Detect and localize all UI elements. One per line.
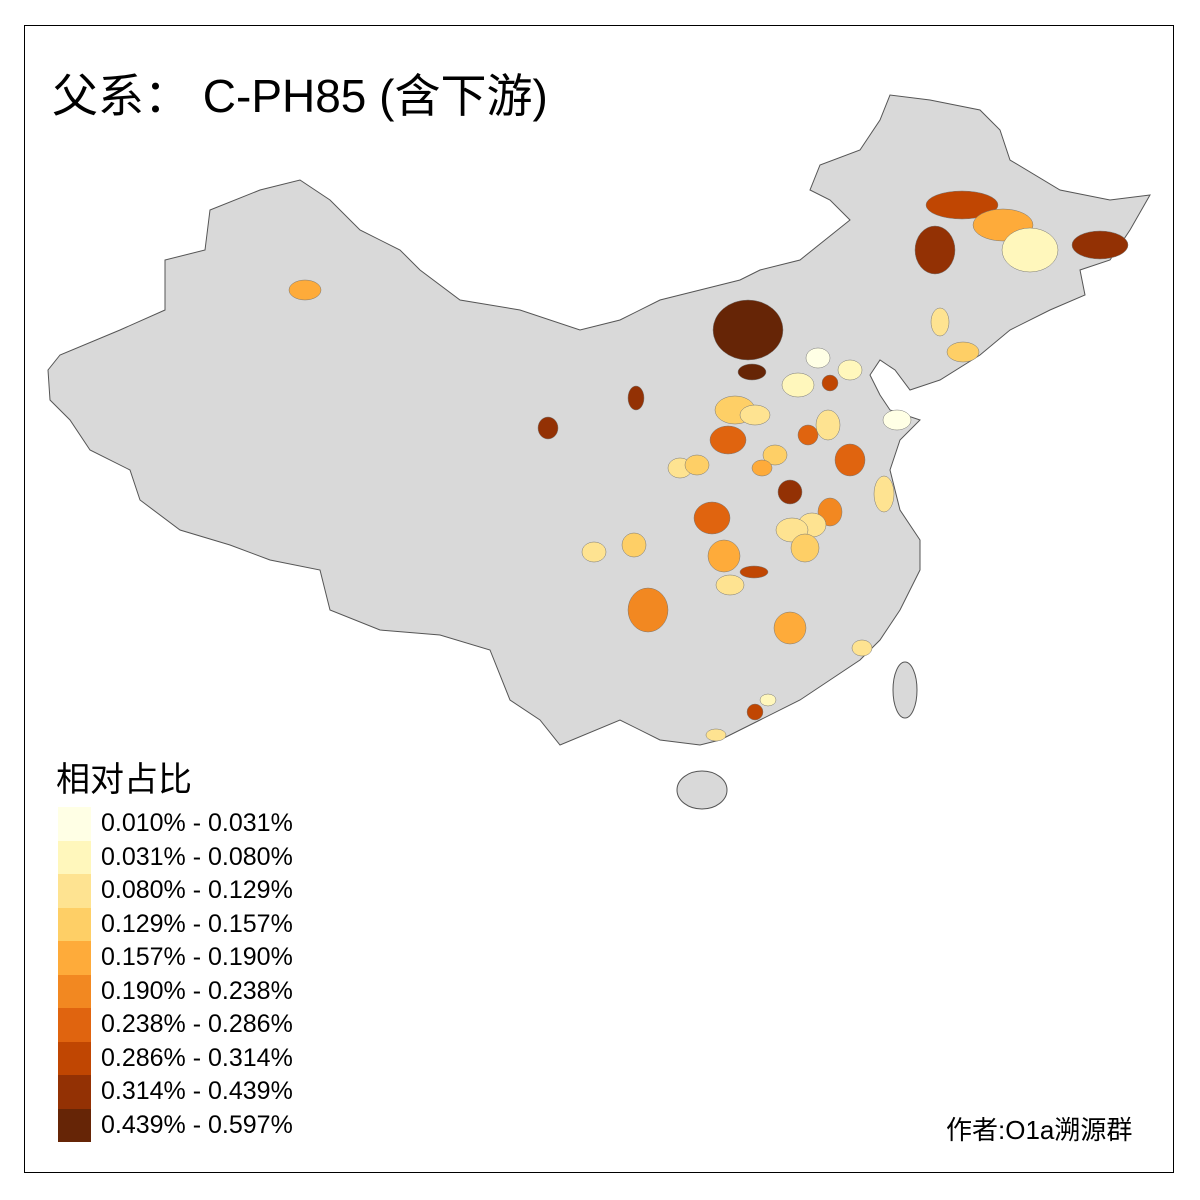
- legend-label: 0.439% - 0.597%: [101, 1110, 293, 1139]
- figure-frame: [24, 25, 1174, 1173]
- legend-label: 0.314% - 0.439%: [101, 1077, 293, 1105]
- region-highlight: [684, 454, 710, 476]
- region-highlight: [705, 728, 727, 742]
- region-highlight: [715, 574, 745, 596]
- region-highlight: [781, 372, 815, 398]
- region-highlight: [627, 587, 669, 633]
- region-layer: [288, 190, 1129, 742]
- region-highlight: [805, 347, 831, 369]
- region-highlight: [882, 409, 912, 431]
- legend-swatch: [58, 807, 91, 841]
- region-highlight: [946, 341, 980, 363]
- author-credit: 作者:O1a溯源群: [946, 1115, 1133, 1145]
- legend-label: 0.129% - 0.157%: [101, 909, 293, 938]
- taiwan: [892, 661, 918, 719]
- region-highlight: [627, 385, 645, 411]
- region-highlight: [851, 639, 873, 657]
- legend-swatch: [58, 840, 91, 874]
- region-highlight: [797, 424, 819, 446]
- region-highlight: [739, 565, 769, 579]
- region-highlight: [739, 404, 771, 426]
- region-highlight: [925, 190, 999, 220]
- legend-swatch: [58, 974, 91, 1008]
- legend-swatch: [58, 1108, 91, 1142]
- hainan: [676, 770, 728, 810]
- region-highlight: [914, 225, 956, 275]
- region-highlight: [693, 501, 731, 535]
- region-highlight: [837, 359, 863, 381]
- region-highlight: [737, 363, 767, 381]
- legend-label: 0.238% - 0.286%: [101, 1010, 293, 1038]
- legend-label: 0.031% - 0.080%: [101, 842, 293, 871]
- legend-label: 0.010% - 0.031%: [101, 809, 293, 837]
- legend-swatch: [58, 907, 91, 941]
- region-highlight: [1001, 227, 1059, 273]
- chart-title: 父系： C-PH85 (含下游): [52, 70, 548, 122]
- legend-swatch: [58, 1008, 91, 1042]
- region-highlight: [773, 611, 807, 645]
- region-highlight: [581, 541, 607, 563]
- china-mainland: [47, 94, 1151, 746]
- region-highlight: [759, 693, 777, 707]
- legend-swatch: [58, 1041, 91, 1075]
- region-highlight: [777, 479, 803, 505]
- legend-label: 0.157% - 0.190%: [101, 943, 293, 971]
- region-highlight: [873, 475, 895, 513]
- legend-label: 0.286% - 0.314%: [101, 1043, 293, 1072]
- legend-title: 相对占比: [56, 761, 192, 799]
- region-highlight: [1071, 230, 1129, 260]
- region-highlight: [709, 425, 747, 455]
- region-highlight: [821, 374, 839, 392]
- region-highlight: [707, 539, 741, 573]
- region-highlight: [930, 307, 950, 337]
- region-highlight: [790, 533, 820, 563]
- legend-label: 0.190% - 0.238%: [101, 976, 293, 1005]
- region-highlight: [537, 416, 559, 440]
- legend-swatch: [58, 941, 91, 975]
- legend-swatch: [58, 1075, 91, 1109]
- region-highlight: [834, 443, 866, 477]
- legend-label: 0.080% - 0.129%: [101, 876, 293, 904]
- region-highlight: [815, 409, 841, 441]
- region-highlight: [621, 532, 647, 558]
- region-highlight: [288, 279, 322, 301]
- region-highlight: [762, 444, 788, 466]
- region-highlight: [746, 703, 764, 721]
- region-highlight: [712, 299, 784, 361]
- region-highlight: [751, 459, 773, 477]
- legend-swatch: [58, 874, 91, 908]
